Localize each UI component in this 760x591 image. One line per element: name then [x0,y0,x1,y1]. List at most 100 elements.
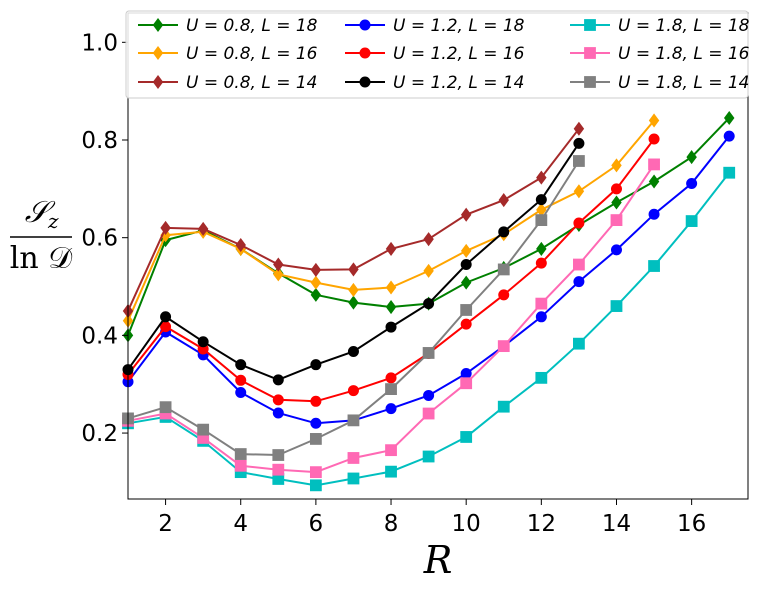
data-point [536,170,547,185]
data-point [460,259,472,271]
x-tick-label: 4 [233,511,248,537]
data-point [272,407,284,419]
data-point [385,280,397,295]
data-point [385,444,397,457]
legend-marker [152,45,164,61]
data-point [573,155,585,167]
data-point [648,260,660,272]
legend-label: U = 1.8, L = 18 [618,16,750,36]
data-point [573,137,585,149]
data-point [460,318,472,330]
data-point [610,214,623,226]
data-point [310,275,322,290]
y-tick-label: 0.8 [81,128,118,154]
legend-marker [152,17,164,33]
data-point [460,431,473,443]
data-point [272,374,284,386]
data-point [723,166,736,179]
data-point [309,479,322,492]
data-point [498,289,510,301]
data-point [535,297,548,310]
data-point [573,258,585,271]
y-axis-label-subscript: z [47,209,59,233]
data-point [234,448,247,460]
data-point [460,377,473,390]
data-point [310,287,322,302]
data-point [160,311,172,323]
data-point [234,459,247,472]
data-point [235,237,246,253]
y-tick-label: 0.2 [81,421,118,447]
data-point [235,387,247,399]
data-point [497,263,510,276]
data-point [197,423,210,436]
series-line [127,135,730,425]
data-point [535,214,548,226]
data-point [272,394,284,406]
data-point [610,300,623,312]
data-point [385,372,397,384]
x-tick-label: 10 [452,511,481,537]
x-tick-label: 16 [677,511,706,537]
data-point [422,347,435,359]
data-point [686,150,697,165]
data-point [648,158,660,171]
data-point [648,133,660,145]
series-layer [122,110,736,492]
data-point [535,257,547,269]
data-point [385,300,397,315]
x-tick-label: 6 [309,511,324,537]
data-point [611,195,622,210]
data-point [385,321,397,333]
legend-marker [584,19,596,31]
data-point [235,374,247,386]
data-point [348,262,359,277]
data-point [573,217,585,229]
data-point [536,241,547,256]
series-5 [122,133,660,407]
x-tick-label: 8 [384,511,399,537]
data-point [197,336,209,348]
data-point [460,275,472,290]
legend-item: U = 0.8, L = 14 [138,73,318,93]
data-point [347,345,359,357]
series-7 [122,166,736,492]
data-point [723,110,735,126]
data-point [159,401,172,414]
data-point [573,184,585,199]
series-6 [122,137,585,386]
data-point [272,449,285,461]
data-point [310,262,322,277]
legend-label: U = 0.8, L = 14 [186,73,318,93]
data-point [423,232,434,247]
data-point [460,207,472,222]
data-point [347,385,359,397]
data-point [573,276,585,288]
legend-label: U = 1.2, L = 18 [393,16,525,36]
data-point [423,389,435,401]
data-point [385,241,397,256]
legend-marker [359,47,371,59]
legend-item: U = 0.8, L = 18 [138,16,318,36]
data-point [348,282,359,297]
legend-label: U = 1.2, L = 14 [393,73,525,93]
legend-label: U = 0.8, L = 18 [186,16,318,36]
data-point [723,130,735,142]
data-point [385,383,397,396]
data-point [535,311,547,323]
data-point [235,359,247,371]
y-tick-label: 0.6 [81,226,118,252]
data-point [685,215,698,227]
data-point [610,183,622,195]
legend-item: U = 1.8, L = 18 [570,16,750,36]
data-point [573,121,585,136]
legend-item: U = 1.8, L = 16 [570,44,750,64]
data-point [460,243,472,258]
data-point [310,417,322,429]
data-point [648,174,660,189]
legend-label: U = 1.8, L = 16 [618,44,750,64]
x-axis-ticks: 2 4 6 8 10 12 14 16 [158,499,706,537]
legend-label: U = 1.8, L = 14 [618,73,750,93]
data-point [611,158,622,173]
data-point [309,466,322,479]
